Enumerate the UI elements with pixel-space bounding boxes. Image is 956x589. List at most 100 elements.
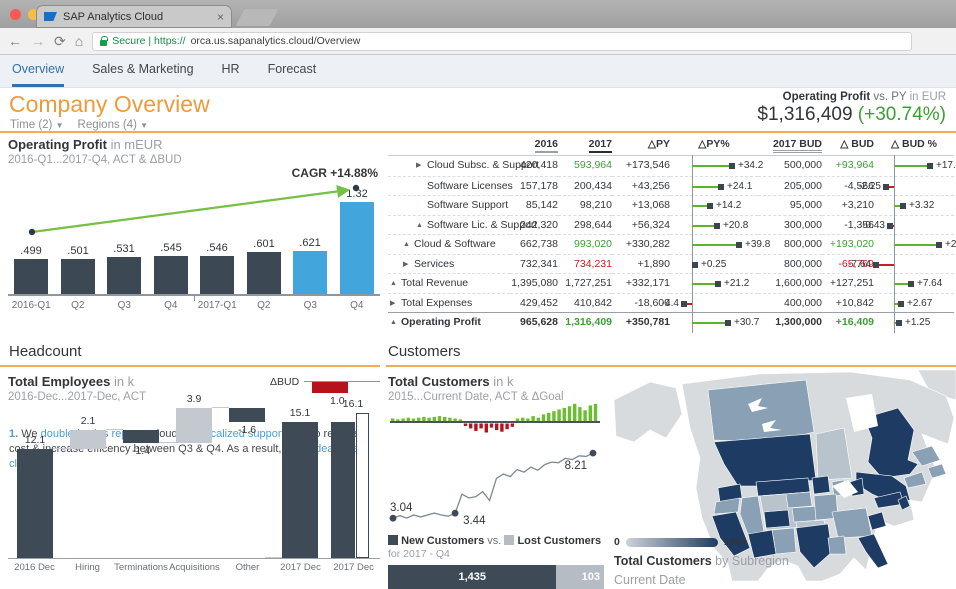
customers-line-chart[interactable]: 3.04 3.44 8.21 bbox=[388, 438, 602, 527]
north-america-map[interactable] bbox=[610, 369, 956, 583]
variance-bar[interactable] bbox=[894, 165, 928, 167]
bar-2016-Q1[interactable] bbox=[14, 259, 48, 294]
tab-overview[interactable]: Overview bbox=[12, 62, 65, 87]
collapse-arrow-icon[interactable]: ▲ bbox=[403, 241, 410, 248]
waterfall-bar-acquisitions[interactable] bbox=[176, 408, 212, 443]
map-region-new-england[interactable] bbox=[903, 471, 927, 489]
waterfall-bar-2016-dec[interactable] bbox=[17, 449, 53, 558]
collapse-arrow-icon[interactable]: ▲ bbox=[390, 280, 397, 287]
expand-arrow-icon[interactable]: ▶ bbox=[390, 299, 396, 307]
variance-bar[interactable] bbox=[894, 244, 937, 246]
map-region-minnesota[interactable] bbox=[811, 475, 831, 495]
map-region-south-carolina[interactable] bbox=[867, 511, 887, 531]
home-icon[interactable]: ⌂ bbox=[74, 33, 84, 49]
collapse-arrow-icon[interactable]: ▲ bbox=[416, 221, 423, 229]
bar-Q2[interactable] bbox=[247, 252, 281, 294]
table-row-label[interactable]: Software Support bbox=[388, 195, 510, 215]
map-region-south-dakota[interactable] bbox=[785, 491, 813, 509]
variance-bar[interactable] bbox=[889, 185, 894, 188]
variance-bar[interactable] bbox=[894, 322, 897, 324]
map-region-prairies[interactable] bbox=[815, 427, 853, 481]
window-close-button[interactable] bbox=[10, 9, 21, 20]
variance-bar[interactable] bbox=[692, 224, 715, 227]
filter-regions-label: Regions (4) bbox=[77, 119, 137, 131]
map-region-texas[interactable] bbox=[795, 523, 833, 569]
cell-delta-bud: +10,842 bbox=[822, 292, 874, 313]
variance-bar[interactable] bbox=[894, 302, 899, 305]
map-caption-date: Current Date bbox=[614, 573, 686, 587]
map-region-arizona[interactable] bbox=[747, 529, 777, 559]
bar-value-label: -2.25 bbox=[858, 180, 881, 192]
tab-sales-marketing[interactable]: Sales & Marketing bbox=[92, 62, 194, 76]
new-tab-button[interactable] bbox=[235, 9, 279, 26]
variance-bar[interactable] bbox=[894, 283, 909, 285]
variance-bar[interactable] bbox=[692, 244, 737, 246]
map-region-maritimes[interactable] bbox=[911, 445, 941, 467]
map-region-maritimes[interactable] bbox=[927, 463, 947, 479]
bar-Q4[interactable] bbox=[154, 256, 188, 294]
map-region-california[interactable] bbox=[711, 511, 751, 557]
waterfall-bar-hiring[interactable] bbox=[70, 430, 106, 449]
address-bar[interactable]: Secure | https:// orca.us.sapanalytics.c… bbox=[92, 31, 913, 51]
tab-forecast[interactable]: Forecast bbox=[267, 62, 317, 76]
forward-icon[interactable]: → bbox=[31, 33, 45, 49]
table-row-label[interactable]: ▶ Services bbox=[388, 253, 510, 274]
expand-arrow-icon[interactable]: ▶ bbox=[416, 162, 422, 169]
bar-Q4[interactable] bbox=[340, 202, 374, 294]
bar-Q2[interactable] bbox=[61, 259, 95, 294]
expand-arrow-icon[interactable]: ▶ bbox=[403, 260, 409, 268]
variance-bar[interactable] bbox=[692, 185, 719, 188]
table-row-label[interactable]: ▲ Total Revenue bbox=[388, 273, 510, 293]
variance-bar[interactable] bbox=[692, 283, 716, 285]
variance-strip-chart[interactable] bbox=[388, 403, 602, 433]
waterfall-bar-2017-dec[interactable] bbox=[282, 422, 318, 558]
table-row-label[interactable]: ▶ Total Expenses bbox=[388, 292, 510, 313]
browser-tab[interactable]: SAP Analytics Cloud × bbox=[36, 5, 232, 28]
map-region-nw-canada[interactable] bbox=[707, 379, 815, 443]
table-row-label[interactable]: Software Licenses bbox=[388, 175, 513, 196]
map-region-greenland[interactable] bbox=[917, 369, 956, 401]
variance-bar[interactable] bbox=[879, 263, 894, 266]
bar-2017-Q1[interactable] bbox=[200, 256, 234, 294]
variance-bar[interactable] bbox=[687, 302, 692, 305]
new-vs-lost-bar[interactable]: 1,435 103 bbox=[388, 565, 604, 589]
variance-bar[interactable] bbox=[692, 205, 708, 207]
table-row-label[interactable]: ▲ Software Lic. & Support bbox=[388, 214, 537, 235]
tab-hr[interactable]: HR bbox=[221, 62, 240, 76]
lost-customers-bar[interactable]: 103 bbox=[556, 565, 604, 589]
footnote-link[interactable]: localized support staff bbox=[202, 428, 309, 440]
waterfall-bar-other[interactable] bbox=[229, 408, 265, 422]
variance-bar[interactable] bbox=[692, 322, 726, 324]
table-row-label[interactable]: ▲ Cloud & Software bbox=[388, 234, 510, 254]
table-row-label[interactable]: ▲ Operating Profit bbox=[388, 312, 510, 332]
waterfall-bar-terminations[interactable] bbox=[123, 430, 159, 443]
back-icon[interactable]: ← bbox=[8, 33, 22, 49]
bar-Q3[interactable] bbox=[293, 251, 327, 294]
reload-icon[interactable]: ⟳ bbox=[54, 33, 66, 49]
variance-bar[interactable] bbox=[692, 165, 730, 167]
map-region-florida[interactable] bbox=[857, 533, 889, 569]
operating-profit-plot[interactable]: CAGR +14.88% .499 .501 .531 .545 .546 .601 .62… bbox=[8, 166, 380, 301]
map-region-southeast[interactable] bbox=[831, 507, 873, 539]
map-region-utah-colorado[interactable] bbox=[763, 509, 791, 529]
variance-bar[interactable] bbox=[894, 205, 901, 207]
map-region-louisiana[interactable] bbox=[827, 535, 847, 555]
tab-close-icon[interactable]: × bbox=[216, 9, 224, 24]
kpi-title: Operating Profit vs. PY in EUR bbox=[757, 91, 946, 103]
map-region-new-jersey[interactable] bbox=[897, 495, 911, 511]
window-minimize-button[interactable] bbox=[28, 9, 39, 20]
filter-time[interactable]: Time (2) ▼ bbox=[10, 119, 64, 131]
bar-Q3[interactable] bbox=[107, 257, 141, 294]
map-region-alaska[interactable] bbox=[613, 381, 683, 443]
table-row-label[interactable]: ▶ Cloud Subsc. & Support bbox=[388, 156, 539, 176]
headcount-waterfall-plot[interactable]: 12.1 2.1 -1.4 3.9 -1.6 15.1 16.1 bbox=[8, 393, 380, 559]
new-customers-bar[interactable]: 1,435 bbox=[388, 565, 557, 589]
collapse-arrow-icon[interactable]: ▲ bbox=[390, 319, 397, 326]
variance-bar[interactable] bbox=[893, 224, 894, 227]
waterfall-connector bbox=[212, 407, 229, 408]
footnote-link[interactable]: 1. bbox=[9, 428, 22, 440]
waterfall-bar-actual[interactable] bbox=[331, 422, 355, 558]
waterfall-bar-budget[interactable] bbox=[356, 413, 369, 558]
filter-regions[interactable]: Regions (4) ▼ bbox=[78, 119, 149, 131]
map-region-oregon[interactable] bbox=[713, 497, 741, 515]
